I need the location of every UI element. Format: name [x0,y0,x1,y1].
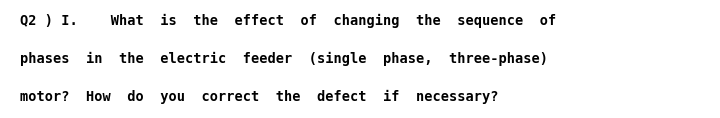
Text: phases  in  the  electric  feeder  (single  phase,  three-phase): phases in the electric feeder (single ph… [20,52,548,66]
Text: motor?  How  do  you  correct  the  defect  if  necessary?: motor? How do you correct the defect if … [20,90,499,104]
Text: Q2 ) I.    What  is  the  effect  of  changing  the  sequence  of: Q2 ) I. What is the effect of changing t… [20,14,557,28]
